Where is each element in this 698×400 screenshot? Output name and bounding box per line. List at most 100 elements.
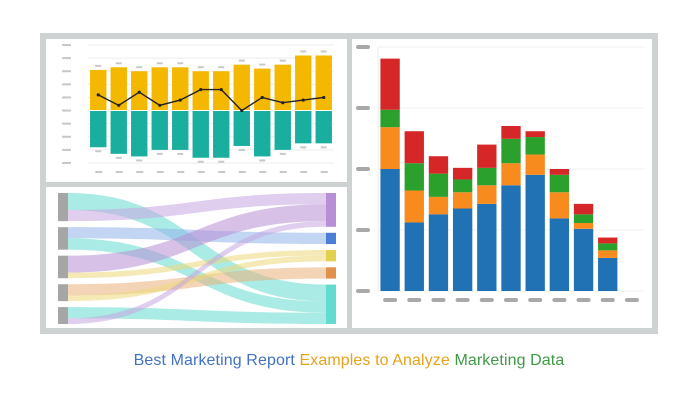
stacked-bar-segment (501, 126, 521, 139)
stacked-bar-segment (428, 156, 449, 174)
y-tick-label (62, 148, 71, 151)
x-tick-label (115, 171, 123, 173)
stacked-bar-segment (404, 190, 424, 223)
data-label (259, 159, 266, 162)
negative-bar (192, 110, 209, 158)
sankey-source-node (58, 227, 68, 250)
stacked-bar-segment (380, 109, 400, 128)
positive-bar (315, 55, 332, 111)
y-tick-label (356, 106, 370, 110)
x-tick-label (479, 298, 494, 302)
negative-bar (90, 110, 107, 148)
x-tick-label (528, 298, 543, 302)
data-label (279, 152, 286, 155)
data-label (238, 148, 245, 151)
stacked-bar-segment (428, 196, 449, 215)
negative-bar (315, 110, 332, 144)
negative-bar (233, 110, 250, 146)
positive-bar (172, 67, 189, 111)
stacked-bar-segment (598, 243, 618, 251)
x-tick-label (156, 171, 164, 173)
stacked-bar-segment (573, 214, 594, 224)
y-tick-label (62, 162, 71, 164)
y-tick-label (356, 45, 370, 49)
x-tick-label (279, 171, 287, 173)
data-label (136, 159, 143, 162)
trend-point (137, 90, 141, 94)
caption-part-1: Best Marketing Report (133, 352, 295, 369)
x-tick-label (320, 171, 328, 173)
stacked-bar-segment (477, 167, 497, 186)
data-label (136, 66, 143, 69)
x-tick-label (238, 171, 246, 173)
y-tick-label (62, 70, 71, 73)
x-tick-label (197, 171, 205, 173)
x-tick-label (218, 171, 226, 173)
stacked-bar-segment (477, 144, 497, 168)
sankey-flow (68, 267, 326, 296)
data-label (238, 59, 245, 62)
y-tick-label (62, 109, 71, 112)
data-label (95, 150, 102, 153)
stacked-bar-segment (380, 169, 400, 291)
x-tick-label (552, 298, 567, 302)
data-label (320, 146, 327, 149)
data-label (300, 50, 307, 53)
sankey-source-node (58, 307, 68, 324)
stacked-bar-segment (404, 222, 424, 291)
stacked-bar-segment (525, 174, 545, 291)
y-tick-label (62, 57, 71, 60)
positive-bar (151, 67, 168, 111)
sankey-source-node (58, 193, 68, 222)
x-tick-label (407, 298, 422, 302)
stacked-bar-segment (477, 203, 497, 291)
y-tick-label (62, 83, 71, 86)
positive-bar (295, 55, 312, 111)
trend-line (97, 88, 324, 112)
trend-point (117, 103, 121, 107)
stacked-bar-segment (428, 173, 449, 197)
sankey-source-node (58, 284, 68, 302)
negative-bar (131, 110, 148, 157)
stacked-bar-segment (598, 250, 618, 258)
y-tick-label (62, 135, 71, 138)
stacked-bar-segment (525, 137, 545, 155)
stacked-bar-segment (598, 237, 618, 244)
x-tick-label (624, 298, 639, 302)
negative-bar (172, 110, 189, 150)
sankey-chart (58, 193, 336, 324)
x-tick-label (259, 171, 267, 173)
data-label (156, 62, 163, 65)
trend-point (260, 95, 264, 100)
trend-point (96, 93, 100, 97)
sankey-target-node (326, 232, 336, 245)
stacked-bar-segment (452, 167, 473, 180)
stacked-bar-segment (501, 185, 521, 291)
y-tick-label (356, 167, 370, 171)
stacked-bar-chart-panel (352, 39, 652, 328)
y-tick-label (62, 96, 71, 99)
negative-bar (213, 110, 230, 158)
positive-bar (90, 69, 107, 111)
stacked-bar-segment (380, 58, 400, 110)
negative-bar (254, 110, 271, 157)
data-label (115, 62, 122, 65)
stacked-bar-segment (404, 131, 424, 164)
sankey-flow (68, 250, 326, 279)
stacked-bar-segment (477, 185, 497, 204)
trend-point (219, 87, 223, 92)
trend-point (281, 101, 285, 105)
trend-point (199, 87, 203, 92)
data-label (95, 64, 102, 67)
trend-point (301, 98, 305, 102)
stacked-bar-segment (404, 163, 424, 191)
stacked-bar-segment (380, 127, 400, 169)
data-label (177, 152, 184, 155)
sankey-source-node (58, 255, 68, 279)
stacked-bar-segment (452, 179, 473, 193)
stacked-bar-segment (452, 192, 473, 209)
positive-bar (274, 64, 291, 111)
stacked-bar-segment (549, 174, 570, 193)
positive-bar (254, 68, 271, 111)
stacked-bar-segment (452, 208, 473, 291)
